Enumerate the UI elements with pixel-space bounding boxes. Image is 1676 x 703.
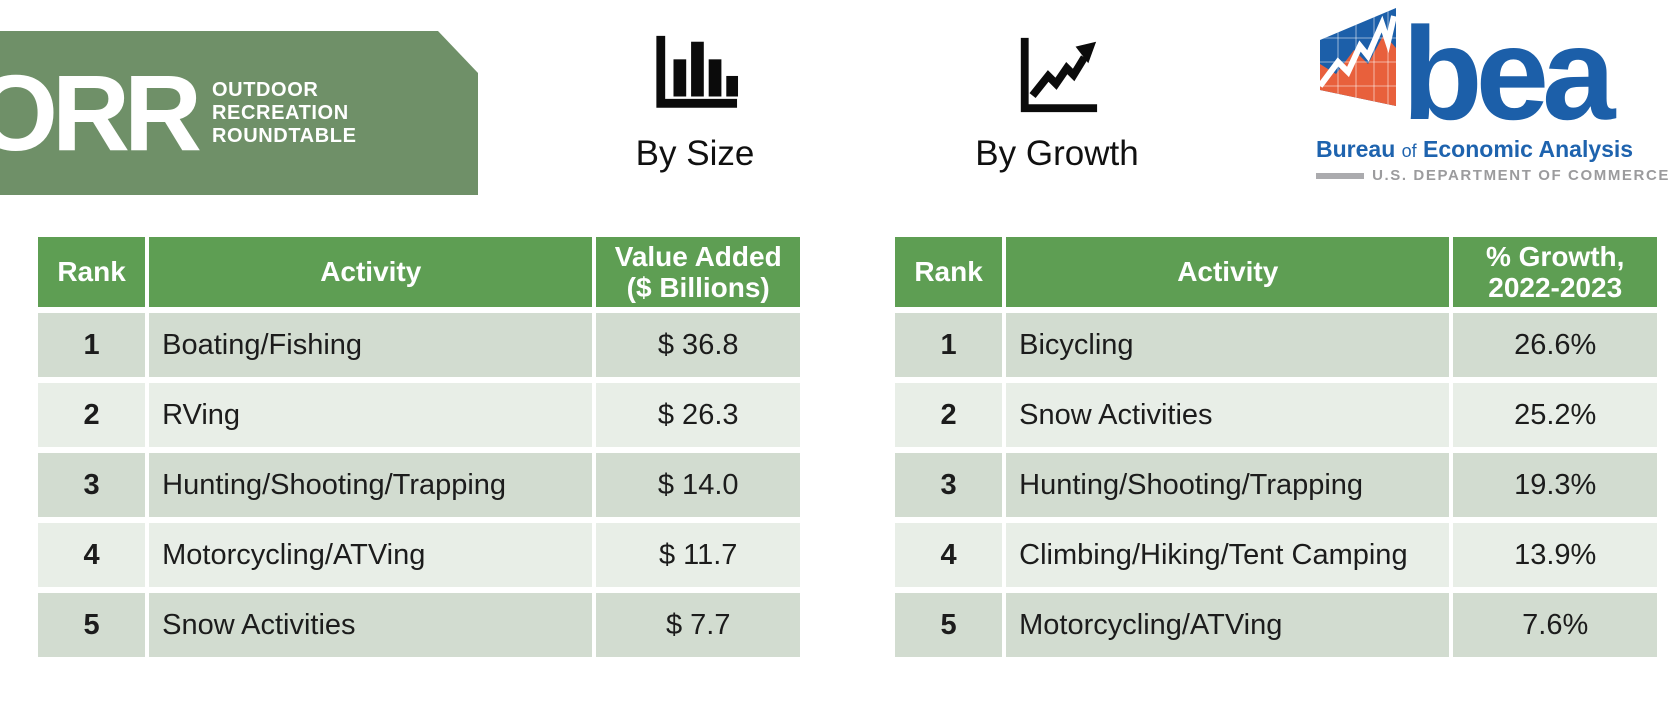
column-header-activity: Activity bbox=[149, 237, 593, 307]
table-row: 1 Boating/Fishing $ 36.8 bbox=[38, 313, 800, 377]
value-cell: $ 26.3 bbox=[596, 383, 800, 447]
table-row: 2 RVing $ 26.3 bbox=[38, 383, 800, 447]
table-header-row: Rank Activity Value Added ($ Billions) bbox=[38, 237, 800, 307]
activity-cell: Hunting/Shooting/Trapping bbox=[149, 453, 593, 517]
bea-logo: bea Bureau of Economic Analysis U.S. DEP… bbox=[1316, 4, 1670, 184]
bea-name-bureau: Bureau bbox=[1316, 136, 1396, 162]
rank-cell: 3 bbox=[895, 453, 1003, 517]
rank-cell: 5 bbox=[38, 593, 146, 657]
by-size-label: By Size bbox=[635, 134, 755, 173]
orr-wordmark-line2: RECREATION bbox=[212, 101, 349, 124]
column-header-value-added: Value Added ($ Billions) bbox=[596, 237, 800, 307]
table-row: 4 Climbing/Hiking/Tent Camping 13.9% bbox=[895, 523, 1657, 587]
value-cell: 13.9% bbox=[1453, 523, 1657, 587]
bea-department-row: U.S. DEPARTMENT OF COMMERCE bbox=[1316, 167, 1670, 184]
value-cell: 25.2% bbox=[1453, 383, 1657, 447]
bea-acronym: bea bbox=[1402, 0, 1615, 148]
value-cell: 7.6% bbox=[1453, 593, 1657, 657]
table-row: 4 Motorcycling/ATVing $ 11.7 bbox=[38, 523, 800, 587]
value-cell: $ 11.7 bbox=[596, 523, 800, 587]
value-added-table: Rank Activity Value Added ($ Billions) 1… bbox=[34, 231, 804, 663]
growth-table: Rank Activity % Growth, 2022-2023 1 Bicy… bbox=[891, 231, 1661, 663]
value-cell: $ 36.8 bbox=[596, 313, 800, 377]
activity-cell: Bicycling bbox=[1006, 313, 1450, 377]
rank-cell: 3 bbox=[38, 453, 146, 517]
bea-divider-bar bbox=[1316, 172, 1365, 179]
bea-department-label: U.S. DEPARTMENT OF COMMERCE bbox=[1372, 167, 1670, 184]
rank-cell: 1 bbox=[38, 313, 146, 377]
column-header-rank: Rank bbox=[38, 237, 146, 307]
activity-cell: Boating/Fishing bbox=[149, 313, 593, 377]
table-row: 3 Hunting/Shooting/Trapping $ 14.0 bbox=[38, 453, 800, 517]
rank-cell: 4 bbox=[38, 523, 146, 587]
table-row: 2 Snow Activities 25.2% bbox=[895, 383, 1657, 447]
table-row: 3 Hunting/Shooting/Trapping 19.3% bbox=[895, 453, 1657, 517]
activity-cell: Climbing/Hiking/Tent Camping bbox=[1006, 523, 1450, 587]
growth-header-line1: % Growth, bbox=[1485, 240, 1625, 272]
activity-cell: Snow Activities bbox=[149, 593, 593, 657]
table-row: 5 Snow Activities $ 7.7 bbox=[38, 593, 800, 657]
column-header-growth: % Growth, 2022-2023 bbox=[1453, 237, 1657, 307]
value-added-header-line1: Value Added bbox=[614, 240, 782, 272]
bea-name-of: of bbox=[1401, 141, 1417, 161]
bea-name-rest: Economic Analysis bbox=[1423, 136, 1634, 162]
bar-chart-icon bbox=[656, 35, 739, 108]
orr-logo-acronym: ORR bbox=[0, 52, 202, 173]
activity-cell: Motorcycling/ATVing bbox=[1006, 593, 1450, 657]
activity-cell: Motorcycling/ATVing bbox=[149, 523, 593, 587]
by-growth-label: By Growth bbox=[975, 134, 1139, 173]
activity-cell: RVing bbox=[149, 383, 593, 447]
rank-cell: 1 bbox=[895, 313, 1003, 377]
value-cell: $ 7.7 bbox=[596, 593, 800, 657]
value-cell: $ 14.0 bbox=[596, 453, 800, 517]
by-growth-legend: By Growth bbox=[957, 30, 1157, 174]
growth-header-line2: 2022-2023 bbox=[1488, 272, 1623, 303]
value-cell: 19.3% bbox=[1453, 453, 1657, 517]
table-header-row: Rank Activity % Growth, 2022-2023 bbox=[895, 237, 1657, 307]
by-size-legend: By Size bbox=[600, 30, 790, 174]
value-cell: 26.6% bbox=[1453, 313, 1657, 377]
rank-cell: 5 bbox=[895, 593, 1003, 657]
rank-cell: 2 bbox=[38, 383, 146, 447]
activity-cell: Hunting/Shooting/Trapping bbox=[1006, 453, 1450, 517]
value-added-header-line2: ($ Billions) bbox=[626, 272, 770, 303]
activity-cell: Snow Activities bbox=[1006, 383, 1450, 447]
orr-logo: ORR OUTDOOR RECREATION ROUNDTABLE bbox=[0, 31, 478, 195]
orr-wordmark-line1: OUTDOOR bbox=[212, 78, 319, 101]
table-row: 5 Motorcycling/ATVing 7.6% bbox=[895, 593, 1657, 657]
table-row: 1 Bicycling 26.6% bbox=[895, 313, 1657, 377]
rank-cell: 4 bbox=[895, 523, 1003, 587]
column-header-rank: Rank bbox=[895, 237, 1003, 307]
line-chart-up-icon bbox=[1020, 37, 1098, 113]
column-header-activity: Activity bbox=[1006, 237, 1450, 307]
rank-cell: 2 bbox=[895, 383, 1003, 447]
orr-logo-wordmark: OUTDOOR RECREATION ROUNDTABLE bbox=[212, 79, 357, 148]
bea-chart-graphic-icon bbox=[1320, 8, 1396, 106]
orr-wordmark-line3: ROUNDTABLE bbox=[212, 124, 357, 147]
bea-full-name: Bureau of Economic Analysis bbox=[1316, 136, 1670, 163]
bea-logo-top: bea bbox=[1316, 0, 1670, 148]
